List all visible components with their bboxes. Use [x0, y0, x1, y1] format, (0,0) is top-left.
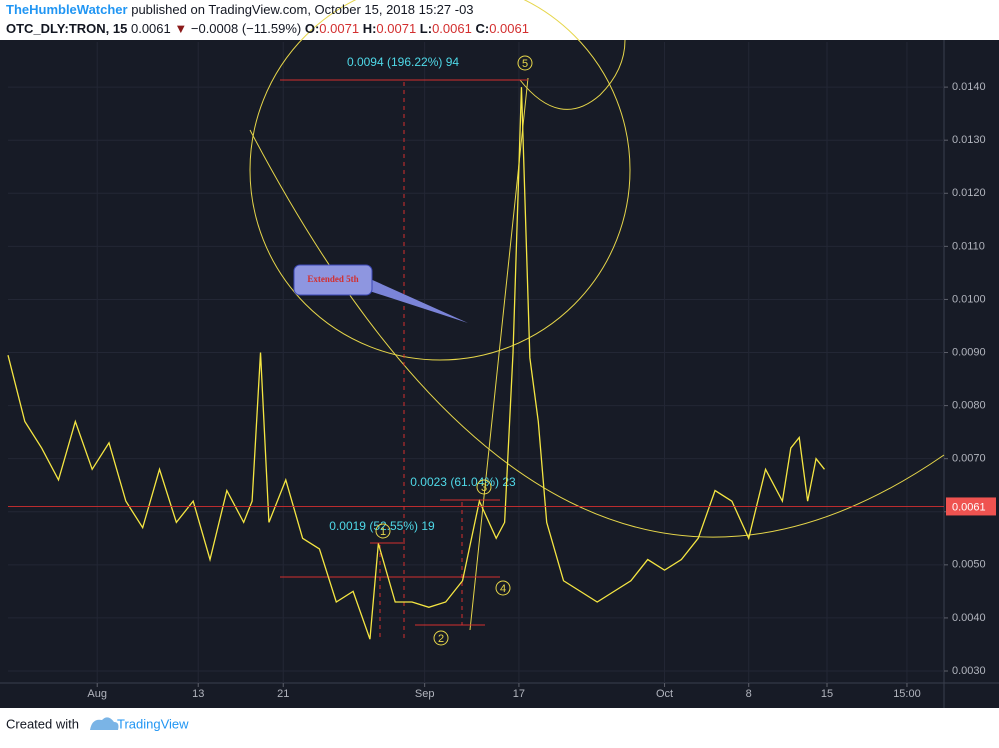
symbol: OTC_DLY:TRON, 15	[6, 21, 127, 36]
x-tick-label: Oct	[656, 688, 673, 700]
logo	[90, 717, 119, 730]
arc	[519, 39, 626, 110]
footer-text: Created with	[6, 716, 79, 731]
x-tick-label: Sep	[415, 688, 435, 700]
x-tick-label: 21	[277, 688, 289, 700]
x-tick-label: 13	[192, 688, 204, 700]
y-tick-label: 0.0130	[952, 134, 986, 146]
y-tick-label: 0.0140	[952, 81, 986, 93]
arrow: ▼	[174, 21, 187, 36]
callout-pointer	[360, 278, 468, 323]
high: 0.0071	[376, 21, 416, 36]
change: −0.0008 (−11.59%)	[191, 21, 301, 36]
measure-label: 0.0023 (61.04%) 23	[410, 475, 516, 489]
measure-label: 0.0019 (52.55%) 19	[329, 519, 435, 533]
low: 0.0061	[432, 21, 472, 36]
wave-circle	[375, 523, 391, 539]
wave-circle	[476, 479, 492, 495]
callout-box	[293, 264, 373, 296]
y-tick-label: 0.0110	[952, 240, 985, 252]
arc	[249, 0, 631, 361]
last: 0.0061	[131, 21, 171, 36]
wave-label: 5	[522, 58, 528, 70]
close: 0.0061	[489, 21, 529, 36]
y-tick-label: 0.0030	[952, 665, 986, 677]
y-tick-label: 0.0050	[952, 559, 986, 571]
wave-labels	[375, 55, 533, 646]
x-tick-label: 17	[513, 688, 525, 700]
header-line: TheHumbleWatcher published on TradingVie…	[6, 2, 474, 17]
footer-brand[interactable]: TradingView	[117, 716, 189, 731]
x-tick-label: Aug	[87, 688, 107, 700]
open: 0.0071	[319, 21, 359, 36]
wave-label: 2	[438, 633, 444, 645]
x-tick-label: 15	[821, 688, 833, 700]
wave-label: 3	[481, 482, 487, 494]
wave-circle	[433, 630, 449, 646]
y-tick-label: 0.0120	[952, 187, 986, 199]
plot	[7, 87, 944, 640]
author: TheHumbleWatcher	[6, 2, 128, 17]
wave-circle	[517, 55, 533, 71]
c-label: C:	[475, 21, 489, 36]
x-tick-label: 15:00	[893, 688, 921, 700]
wave-circle	[495, 580, 511, 596]
wave-label: 1	[380, 526, 386, 538]
y-tick-label: 0.0070	[952, 453, 986, 465]
callout-text: Extended 5th	[307, 274, 358, 284]
l-label: L:	[420, 21, 432, 36]
published: published on TradingView.com, October 15…	[131, 2, 473, 17]
symbol-line: OTC_DLY:TRON, 15 0.0061 ▼ −0.0008 (−11.5…	[6, 21, 529, 36]
y-tick-label: 0.0080	[952, 400, 986, 412]
measure-label: 0.0094 (196.22%) 94	[347, 55, 459, 69]
y-tick-label: 0.0090	[952, 346, 986, 358]
x-tick-label: 8	[746, 688, 752, 700]
h-label: H:	[363, 21, 377, 36]
y-tick-label: 0.0100	[952, 293, 986, 305]
wave-label: 4	[500, 583, 506, 595]
o-label: O:	[305, 21, 319, 36]
last-price-label: 0.0061	[952, 501, 986, 513]
y-tick-label: 0.0040	[952, 612, 986, 624]
chart-bg	[0, 40, 999, 708]
last-price-box	[946, 497, 996, 516]
grid	[8, 42, 948, 687]
